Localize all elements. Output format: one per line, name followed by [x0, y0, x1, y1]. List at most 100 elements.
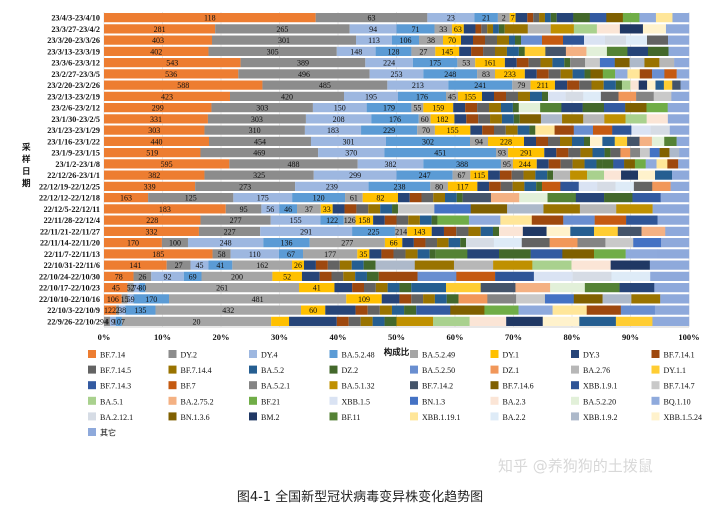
data-label: 93	[498, 149, 506, 158]
bar-segment	[475, 58, 505, 68]
bar-segment	[417, 125, 435, 135]
bar-segment	[471, 46, 484, 56]
bar-segment-other	[445, 283, 481, 293]
data-label: 451	[434, 149, 446, 158]
bar-segment	[392, 204, 398, 214]
legend-swatch	[88, 365, 96, 374]
bar-segment-other	[618, 91, 637, 101]
bar-segment	[104, 159, 230, 169]
data-label: 60	[309, 306, 317, 315]
legend-label: BA.5.2.50	[422, 366, 455, 375]
bar-segment-other	[560, 181, 579, 191]
legend-swatch	[490, 381, 499, 390]
bar-segment	[305, 114, 372, 124]
legend-label: BF.7.14	[100, 351, 125, 360]
bar-segment	[369, 249, 382, 259]
legend-swatch	[571, 412, 579, 421]
bar-segment	[133, 271, 152, 281]
data-label: 155	[464, 92, 476, 101]
data-label: 69	[189, 272, 197, 281]
bar-segment-other	[434, 204, 471, 214]
bar-segment	[564, 58, 571, 68]
bar-segment-other	[521, 35, 543, 45]
data-label: 183	[159, 205, 171, 214]
bar-segment	[104, 294, 122, 304]
bar-segment	[474, 13, 498, 23]
legend-label: BN.1.3	[422, 397, 445, 406]
bar-segment-other	[670, 181, 690, 191]
bar-segment-other	[573, 13, 590, 23]
bar-segment	[125, 305, 156, 315]
bar-segment	[470, 136, 488, 146]
bar-segment-other	[664, 69, 677, 79]
bar-segment	[351, 260, 364, 270]
data-label: 370	[345, 149, 357, 158]
bar-segment	[200, 148, 319, 158]
bar-segment	[500, 103, 513, 113]
bar-segment-other	[573, 24, 598, 34]
bar-segment	[166, 260, 191, 270]
data-label: 588	[177, 81, 189, 90]
data-label: 27	[419, 47, 427, 56]
bar-segment-other	[668, 35, 690, 45]
bar-segment-other	[553, 170, 571, 180]
bar-segment	[453, 103, 466, 113]
bar-segment	[513, 114, 520, 124]
bar-segment	[584, 69, 591, 79]
bar-segment	[336, 46, 376, 56]
bar-segment-other	[630, 80, 639, 90]
bar-segment	[413, 238, 426, 248]
bar-segment-other	[678, 159, 690, 169]
data-label: 440	[151, 137, 163, 146]
bar-segment	[349, 24, 397, 34]
legend-swatch	[490, 412, 499, 421]
data-label: 382	[385, 160, 397, 169]
data-label: 113	[368, 36, 380, 45]
legend-swatch	[571, 396, 579, 405]
bar-segment	[379, 305, 392, 315]
bar-segment-other	[547, 193, 577, 203]
bar-segment	[560, 159, 573, 169]
legend-swatch	[651, 350, 660, 358]
bar-segment	[490, 114, 502, 124]
data-label: 303	[251, 115, 263, 124]
bar-segment	[161, 238, 188, 248]
data-label: 59	[127, 295, 135, 304]
data-label: 23	[447, 14, 455, 23]
bar-segment-other	[487, 294, 517, 304]
legend-label: DY.4	[261, 351, 278, 360]
bar-segment	[384, 215, 397, 225]
bar-segment-other	[625, 114, 647, 124]
bar-segment	[497, 35, 509, 45]
bar-segment	[404, 305, 417, 315]
bar-segment-other	[610, 260, 651, 270]
bar-segment	[345, 193, 363, 203]
bar-segment-other	[634, 159, 646, 169]
bar-segment	[339, 260, 352, 270]
data-label: 175	[429, 59, 441, 68]
data-label: 303	[256, 104, 268, 113]
legend-swatch	[88, 412, 96, 421]
data-label: 71	[412, 25, 420, 34]
bar-segment-other	[652, 181, 671, 191]
bar-segment	[215, 24, 350, 34]
bar-segment-other	[674, 58, 690, 68]
bar-segment	[547, 170, 554, 180]
legend-swatch	[651, 365, 660, 374]
data-label: 106	[400, 36, 412, 45]
data-label: 7	[511, 14, 515, 23]
bar-segment	[448, 80, 513, 90]
data-label: 122	[326, 216, 338, 225]
legend-swatch	[249, 365, 257, 374]
bar-segment	[367, 305, 380, 315]
data-label: 4	[105, 317, 109, 326]
bar-segment-other	[542, 316, 580, 326]
bar-segment	[104, 148, 201, 158]
bar-segment-other	[456, 271, 496, 281]
data-label: 94	[100, 317, 108, 326]
bar-segment-other	[573, 125, 594, 135]
bar-segment	[483, 46, 495, 56]
data-label: 83	[482, 70, 490, 79]
bar-segment	[411, 294, 424, 304]
bar-segment	[494, 46, 507, 56]
